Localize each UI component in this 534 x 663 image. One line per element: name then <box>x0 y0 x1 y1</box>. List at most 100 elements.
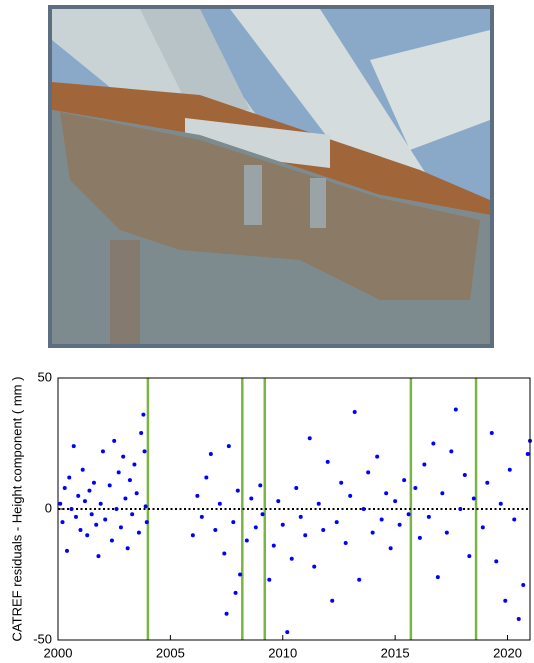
x-tick-label: 2010 <box>268 645 297 660</box>
point <box>526 452 530 456</box>
point <box>81 468 85 472</box>
point <box>339 481 343 485</box>
point <box>267 578 271 582</box>
point <box>94 523 98 527</box>
photo-bolt <box>244 165 262 225</box>
point <box>299 515 303 519</box>
point <box>204 476 208 480</box>
point <box>449 449 453 453</box>
plot: CATREF residuals - Height component ( mm… <box>9 369 532 660</box>
point <box>276 499 280 503</box>
point <box>440 491 444 495</box>
point <box>308 436 312 440</box>
point <box>58 502 62 506</box>
point <box>422 462 426 466</box>
point <box>101 449 105 453</box>
point <box>72 444 76 448</box>
point <box>366 470 370 474</box>
point <box>407 512 411 516</box>
point <box>110 538 114 542</box>
point <box>418 536 422 540</box>
point <box>467 554 471 558</box>
point <box>254 525 258 529</box>
point <box>121 455 125 459</box>
point <box>234 591 238 595</box>
point <box>285 630 289 634</box>
point <box>103 517 107 521</box>
point <box>503 599 507 603</box>
point <box>144 504 148 508</box>
point <box>393 499 397 503</box>
point <box>143 449 147 453</box>
point <box>398 523 402 527</box>
point <box>74 515 78 519</box>
point <box>481 525 485 529</box>
x-tick-label: 2000 <box>44 645 73 660</box>
point <box>317 502 321 506</box>
point <box>375 455 379 459</box>
point <box>472 497 476 501</box>
point <box>436 575 440 579</box>
point <box>445 531 449 535</box>
point <box>512 517 516 521</box>
point <box>261 512 265 516</box>
point <box>517 617 521 621</box>
point <box>281 523 285 527</box>
point <box>348 494 352 498</box>
point <box>384 491 388 495</box>
point <box>99 502 103 506</box>
point <box>60 520 64 524</box>
point <box>454 407 458 411</box>
point <box>117 470 121 474</box>
point <box>114 507 118 511</box>
point <box>389 546 393 550</box>
y-tick-label: 0 <box>45 500 52 515</box>
point <box>402 478 406 482</box>
photo-rust-stain <box>110 240 140 344</box>
point <box>362 507 366 511</box>
point <box>90 512 94 516</box>
point <box>96 554 100 558</box>
x-tick-label: 2005 <box>156 645 185 660</box>
point <box>85 533 89 537</box>
point <box>130 512 134 516</box>
point <box>83 499 87 503</box>
point <box>63 486 67 490</box>
point <box>290 557 294 561</box>
point <box>119 525 123 529</box>
point <box>145 520 149 524</box>
point <box>65 549 69 553</box>
x-tick-label: 2015 <box>381 645 410 660</box>
point <box>272 544 276 548</box>
point <box>213 528 217 532</box>
figure: CATREF residuals - Height component ( mm… <box>0 0 534 663</box>
point <box>380 517 384 521</box>
point <box>312 565 316 569</box>
point <box>69 507 73 511</box>
point <box>245 538 249 542</box>
point <box>126 546 130 550</box>
photo <box>48 5 494 348</box>
point <box>303 533 307 537</box>
point <box>67 476 71 480</box>
point <box>326 460 330 464</box>
point <box>371 531 375 535</box>
y-axis-label: CATREF residuals - Height component ( mm… <box>9 377 24 642</box>
point <box>218 502 222 506</box>
y-tick-label: -50 <box>33 631 52 646</box>
point <box>330 599 334 603</box>
point <box>294 486 298 490</box>
point <box>335 520 339 524</box>
point <box>209 452 213 456</box>
point <box>344 541 348 545</box>
point <box>413 486 417 490</box>
point <box>132 462 136 466</box>
point <box>463 473 467 477</box>
y-tick-label: 50 <box>38 369 52 384</box>
point <box>357 578 361 582</box>
point <box>236 489 240 493</box>
point <box>485 481 489 485</box>
point <box>141 413 145 417</box>
point <box>227 444 231 448</box>
point <box>494 559 498 563</box>
